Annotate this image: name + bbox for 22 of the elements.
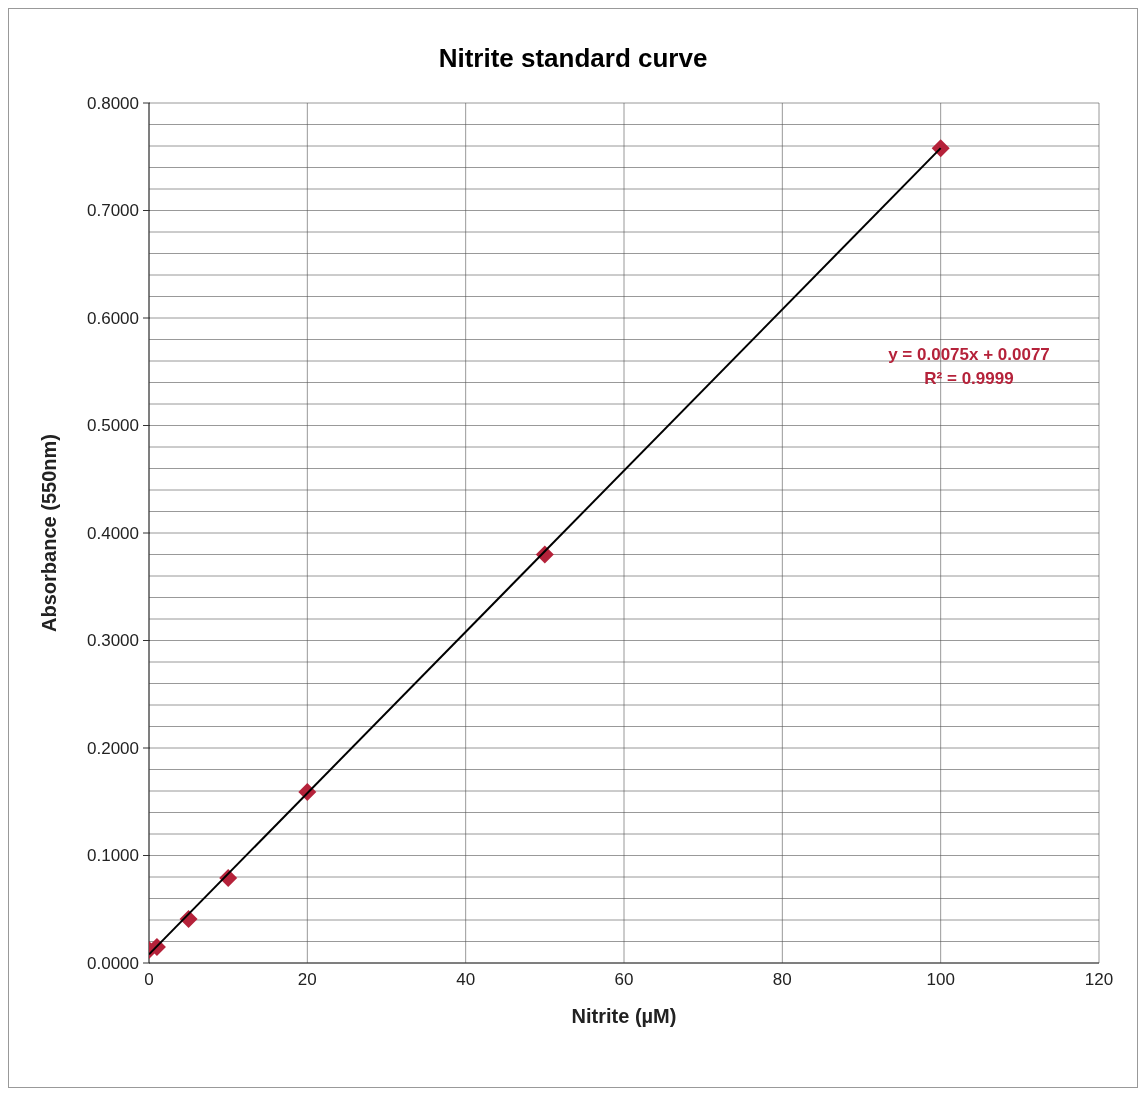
- y-tick-label: 0.8000: [87, 93, 139, 113]
- point: [931, 139, 950, 158]
- x-tick-label: 100: [926, 970, 955, 989]
- x-tick-label: 40: [456, 970, 476, 989]
- y-tick-label: 0.6000: [87, 308, 139, 328]
- y-tick-label: 0.4000: [87, 523, 139, 543]
- y-tick-label: 0.2000: [87, 738, 139, 758]
- chart-title: Nitrite standard curve: [437, 42, 709, 75]
- x-tick-label: 20: [297, 970, 317, 989]
- y-tick-label: 0.7000: [87, 201, 139, 221]
- y-axis-title: Absorbance (550nm): [38, 434, 61, 632]
- y-tick-label: 0.5000: [87, 416, 139, 436]
- y-tick-label: 0.3000: [87, 631, 139, 651]
- x-tick-label: 120: [1084, 970, 1114, 989]
- x-tick-label: 60: [614, 970, 634, 989]
- x-tick-label: 80: [772, 970, 792, 989]
- annotation: R² = 0.9999: [923, 368, 1015, 390]
- y-tick-label: 0.0000: [87, 953, 139, 973]
- x-axis-title: Nitrite (µM): [571, 1005, 677, 1027]
- y-tick-label: 0.1000: [87, 846, 139, 866]
- annotation: y = 0.0075x + 0.0077: [887, 344, 1051, 366]
- x-tick-label: 0: [144, 970, 154, 989]
